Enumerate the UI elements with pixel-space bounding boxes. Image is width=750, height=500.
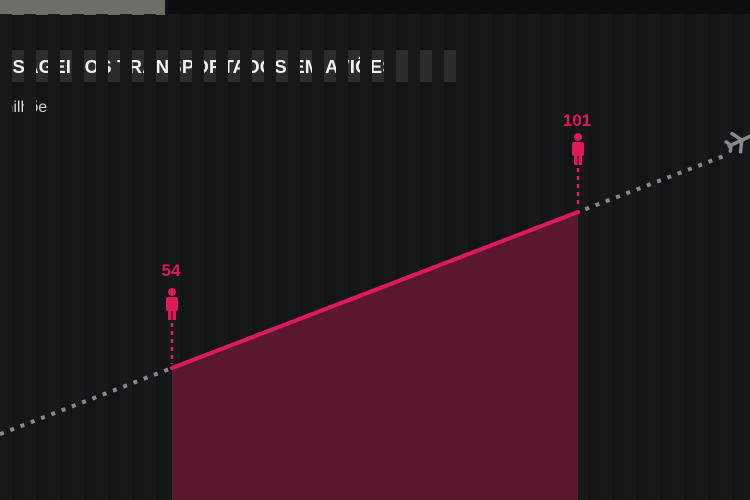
- airplane-icon: [724, 131, 750, 154]
- background-stripe: [744, 14, 750, 500]
- background-stripe: [72, 14, 84, 500]
- background-stripe: [120, 14, 132, 500]
- person-leg-left: [574, 154, 578, 165]
- background-stripe: [144, 14, 156, 500]
- background-stripe: [648, 14, 660, 500]
- background-stripe: [624, 14, 636, 500]
- data-label: 54: [162, 261, 181, 280]
- area-fill: [172, 212, 578, 500]
- background-stripe: [600, 14, 612, 500]
- chart-marks: 54 101: [0, 111, 750, 500]
- airplane-shape: [724, 131, 750, 154]
- background-stripe: [24, 14, 36, 500]
- background-stripe: [696, 14, 708, 500]
- trend-line: [0, 152, 729, 436]
- top-bar: [168, 0, 750, 14]
- top-tab[interactable]: [0, 0, 165, 15]
- person-head: [574, 133, 582, 141]
- background-stripe: [96, 14, 108, 500]
- person-body: [166, 297, 178, 311]
- data-label: 101: [563, 111, 591, 130]
- person-icon: [572, 133, 584, 165]
- series-line: [170, 210, 580, 370]
- person-leg-right: [172, 309, 176, 320]
- person-head: [168, 288, 176, 296]
- person-leg-right: [578, 154, 582, 165]
- background-stripe: [48, 14, 60, 500]
- person-leg-left: [168, 309, 172, 320]
- person-body: [572, 142, 584, 156]
- background-stripe: [672, 14, 684, 500]
- background-stripe: [0, 14, 12, 500]
- person-icon: [166, 288, 178, 320]
- background-stripe: [720, 14, 732, 500]
